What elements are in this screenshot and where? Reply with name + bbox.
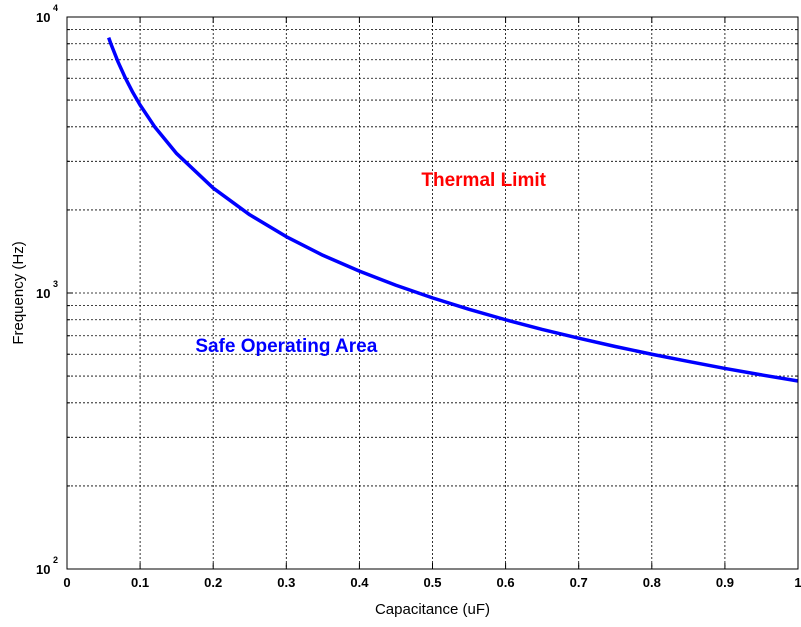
y-tick-label-base: 10 — [36, 10, 50, 25]
annotation-label: Thermal Limit — [421, 170, 546, 191]
x-tick-label: 0.9 — [716, 575, 734, 590]
series-layer — [107, 37, 799, 383]
x-tick-label: 0.8 — [643, 575, 661, 590]
y-tick-label-base: 10 — [36, 562, 50, 577]
x-tick-label: 0.5 — [423, 575, 441, 590]
x-tick-label: 0.1 — [131, 575, 149, 590]
x-tick-label: 0.3 — [277, 575, 295, 590]
y-tick-label-exponent: 2 — [53, 555, 58, 565]
x-tick-label: 0.7 — [570, 575, 588, 590]
y-axis-title: Frequency (Hz) — [10, 241, 27, 344]
x-axis-title: Capacitance (uF) — [375, 601, 490, 618]
x-tick-label: 1 — [794, 575, 801, 590]
series-line — [107, 37, 799, 383]
y-tick-label-base: 10 — [36, 286, 50, 301]
annotation-label: Safe Operating Area — [195, 336, 377, 357]
annotation-layer: Thermal Limit Safe Operating Area — [195, 170, 546, 357]
x-tick-label: 0.2 — [204, 575, 222, 590]
x-tick-label: 0.4 — [350, 575, 369, 590]
x-tick-label: 0 — [63, 575, 70, 590]
y-tick-label-exponent: 4 — [53, 3, 58, 13]
x-tick-label: 0.6 — [497, 575, 515, 590]
y-tick-label-exponent: 3 — [53, 279, 58, 289]
grid-layer — [67, 17, 798, 569]
